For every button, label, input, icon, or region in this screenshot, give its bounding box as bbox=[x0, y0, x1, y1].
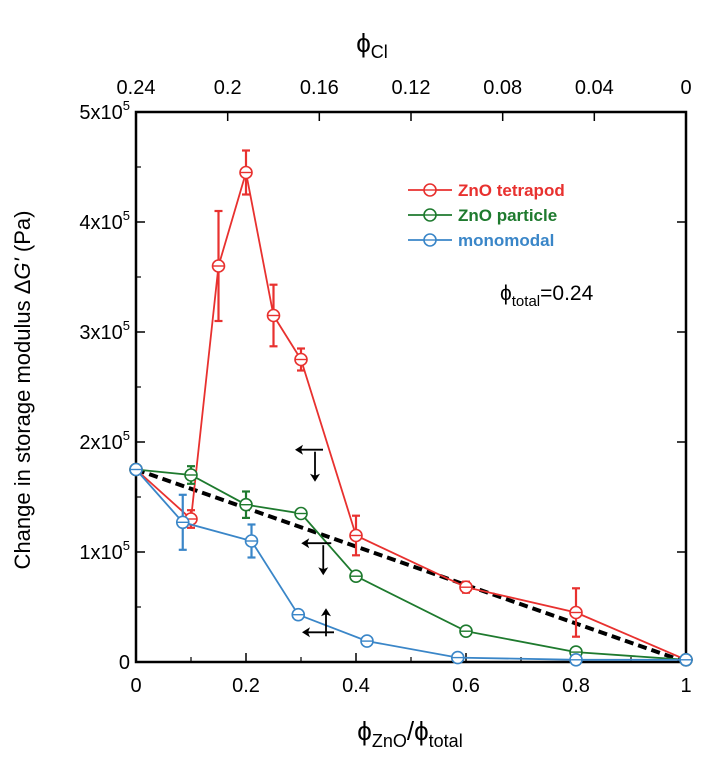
legend-item: monomodal bbox=[408, 231, 554, 250]
top-tick-label: 0.16 bbox=[300, 77, 339, 99]
x-axis-title-main: ϕ bbox=[357, 716, 372, 746]
y-tick-base: 4x10 bbox=[79, 212, 122, 234]
x-tick-label: 1 bbox=[680, 675, 691, 697]
arrow-vertical-head bbox=[318, 567, 329, 576]
reference-line bbox=[135, 467, 687, 664]
phi-total-annotation: ϕtotal=0.24 bbox=[500, 282, 594, 310]
y-tick-exponent: 5 bbox=[123, 318, 130, 333]
top-axis-title-main: ϕ bbox=[356, 28, 371, 58]
y-tick-label: 1x105 bbox=[79, 538, 130, 564]
annotation-sub: total bbox=[512, 293, 540, 310]
series-line bbox=[135, 468, 686, 661]
legend-item: ZnO tetrapod bbox=[408, 181, 565, 200]
x-axis-title-slash: /ϕ bbox=[407, 716, 429, 746]
x-tick-label: 0.4 bbox=[342, 675, 370, 697]
top-tick-label: 0.08 bbox=[483, 77, 522, 99]
y-tick-label: 4x105 bbox=[79, 208, 130, 234]
y-axis-title-prefix: Change in storage modulus bbox=[10, 294, 35, 569]
y-axis-title-suffix: (Pa) bbox=[10, 211, 35, 259]
top-tick-label: 0.04 bbox=[575, 77, 614, 99]
x-tick-label: 0.6 bbox=[452, 675, 480, 697]
series-zno-particle bbox=[129, 462, 693, 667]
x-axis-title-sub2: total bbox=[429, 731, 463, 751]
legend-item: ZnO particle bbox=[408, 206, 557, 225]
svg-text:ϕZnO/ϕtotal: ϕZnO/ϕtotal bbox=[357, 716, 462, 751]
top-tick-label: 0 bbox=[680, 77, 691, 99]
axis-ticks: 0 0.2 0.4 0.6 0.8 10.24 0.2 0.16 0.12 0.08 0.04 001… bbox=[79, 77, 691, 697]
annotation-suffix: =0.24 bbox=[540, 282, 593, 305]
top-axis-title-sub: Cl bbox=[371, 42, 388, 62]
arrow-vertical-head bbox=[321, 608, 331, 617]
plot-frame bbox=[134, 110, 688, 664]
x-tick-label: 0.8 bbox=[562, 675, 590, 697]
y-axis-title: Change in storage modulus ΔG' (Pa) bbox=[10, 211, 35, 570]
series-line bbox=[135, 172, 687, 661]
y-axis-title-g: G' bbox=[10, 257, 35, 279]
arrow-left-head bbox=[295, 444, 303, 455]
y-tick-base: 1x10 bbox=[79, 542, 122, 564]
series-line bbox=[135, 468, 687, 661]
y-tick-base: 2x10 bbox=[79, 432, 122, 454]
arrow-left-head bbox=[302, 627, 310, 638]
legend: ZnO tetrapod ZnO particle monomodal bbox=[408, 181, 565, 250]
y-tick-base: 5x10 bbox=[79, 102, 122, 124]
y-tick-base: 3x10 bbox=[79, 322, 122, 344]
x-tick-label: 0.2 bbox=[232, 675, 260, 697]
legend-label: ZnO tetrapod bbox=[458, 181, 565, 200]
svg-text:ϕtotal=0.24: ϕtotal=0.24 bbox=[500, 282, 594, 310]
top-tick-label: 0.24 bbox=[117, 77, 156, 99]
series-layer bbox=[129, 149, 693, 667]
top-axis-title: ϕCl bbox=[356, 28, 388, 62]
y-tick-base: 0 bbox=[119, 652, 130, 674]
y-tick-exponent: 5 bbox=[123, 538, 130, 553]
reference-dashed-line bbox=[135, 467, 687, 664]
top-tick-label: 0.2 bbox=[214, 77, 242, 99]
y-tick-label: 0 bbox=[119, 652, 130, 674]
y-tick-exponent: 5 bbox=[123, 208, 130, 223]
svg-text:ϕCl: ϕCl bbox=[356, 28, 388, 62]
y-tick-label: 3x105 bbox=[79, 318, 130, 344]
legend-label: ZnO particle bbox=[458, 206, 557, 225]
y-tick-label: 5x105 bbox=[79, 98, 130, 124]
y-axis-title-delta: Δ bbox=[10, 279, 35, 294]
legend-label: monomodal bbox=[458, 231, 554, 250]
x-tick-label: 0 bbox=[130, 675, 141, 697]
y-tick-exponent: 5 bbox=[123, 98, 130, 113]
x-axis-title: ϕZnO/ϕtotal bbox=[357, 716, 462, 751]
svg-text:Change in storage modulus ΔG': Change in storage modulus ΔG' (Pa) bbox=[10, 211, 35, 570]
arrow-left-head bbox=[301, 538, 310, 549]
y-tick-label: 2x105 bbox=[79, 428, 130, 454]
y-tick-exponent: 5 bbox=[123, 428, 130, 443]
annotation-main: ϕ bbox=[500, 282, 512, 305]
arrow-vertical-head bbox=[310, 473, 320, 482]
top-tick-label: 0.12 bbox=[392, 77, 431, 99]
x-axis-title-sub1: ZnO bbox=[372, 731, 407, 751]
axis-arrows bbox=[295, 444, 334, 638]
series-monomodal bbox=[129, 462, 693, 667]
plot-border bbox=[134, 110, 688, 664]
series-zno-tetrapod bbox=[129, 149, 693, 667]
